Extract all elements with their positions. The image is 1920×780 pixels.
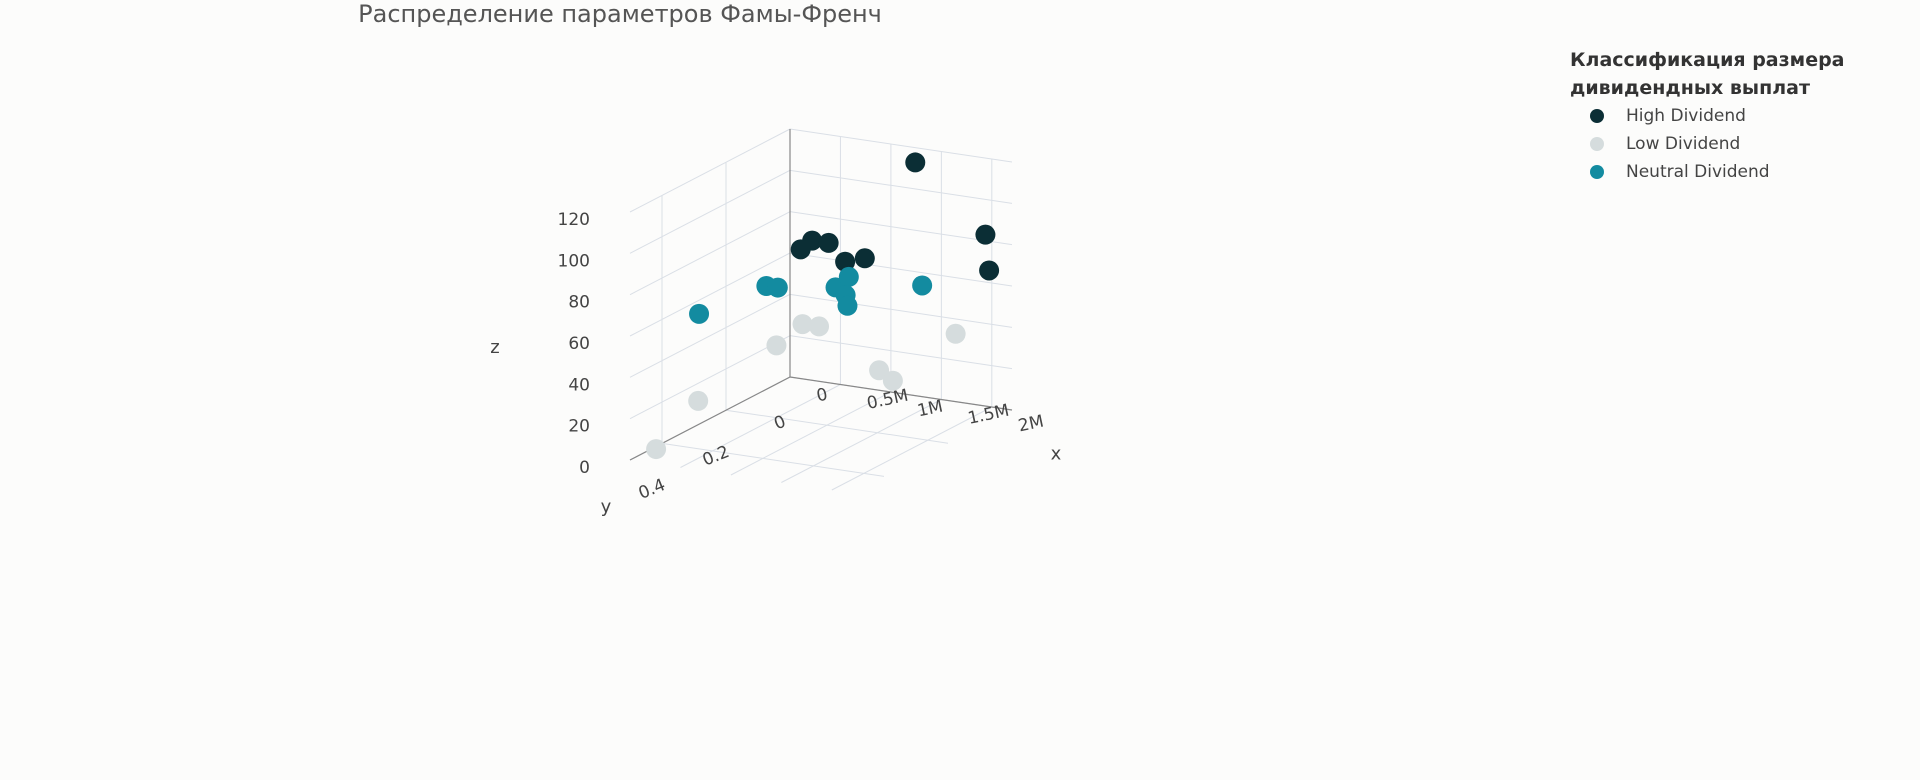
z-tick-label: 40 bbox=[568, 375, 590, 395]
grid-line-y bbox=[725, 409, 949, 444]
z-tick-label: 0 bbox=[579, 458, 590, 478]
z-axis-title: z bbox=[490, 337, 499, 358]
x-axis-title: x bbox=[1051, 443, 1062, 464]
z-tick-label: 60 bbox=[568, 334, 590, 354]
data-point-low-dividend[interactable] bbox=[792, 314, 813, 335]
data-point-high-dividend[interactable] bbox=[790, 239, 811, 260]
chart-title: Распределение параметров Фамы-Френч bbox=[358, 0, 882, 28]
grid-line-z bbox=[789, 335, 1013, 370]
grid-line-z bbox=[789, 128, 1013, 163]
grid-line-z bbox=[629, 293, 791, 378]
legend-title: Классификация размера дивидендных выплат bbox=[1570, 49, 1845, 99]
legend-swatch bbox=[1590, 109, 1604, 123]
data-point-neutral-dividend[interactable] bbox=[912, 275, 933, 296]
data-point-neutral-dividend[interactable] bbox=[689, 303, 710, 324]
grid-line-z bbox=[629, 128, 791, 213]
z-tick-label: 100 bbox=[558, 251, 590, 271]
axis-layer: 0 20 40 60 80 100 120 0 0.5M 1M 1.5M 2M 0 0.2 0.4 z x y bbox=[490, 129, 1062, 518]
data-point-low-dividend[interactable] bbox=[809, 316, 830, 337]
z-tick-label: 20 bbox=[568, 417, 590, 437]
grid-line-x bbox=[730, 391, 892, 476]
x-tick-label: 1M bbox=[916, 397, 945, 422]
grid-line-z bbox=[789, 169, 1013, 204]
z-tick-label: 80 bbox=[568, 293, 590, 313]
y-tick-label: 0.2 bbox=[700, 442, 733, 471]
grid-line-z bbox=[629, 169, 791, 254]
x-tick-label: 1.5M bbox=[966, 401, 1011, 429]
grid-line-x bbox=[831, 406, 993, 491]
legend-label: Low Dividend bbox=[1626, 134, 1741, 154]
data-point-high-dividend[interactable] bbox=[818, 232, 839, 253]
legend-swatch bbox=[1590, 165, 1604, 179]
data-point-neutral-dividend[interactable] bbox=[838, 266, 859, 287]
y-tick-label: 0.4 bbox=[636, 475, 669, 504]
z-tick-label: 120 bbox=[558, 210, 590, 230]
data-point-low-dividend[interactable] bbox=[766, 335, 787, 356]
grid-line-z bbox=[629, 252, 791, 337]
data-point-neutral-dividend[interactable] bbox=[837, 295, 858, 316]
legend: Классификация размера дивидендных выплат… bbox=[1570, 46, 1910, 186]
y-axis-title: y bbox=[601, 497, 612, 518]
grid-line-x bbox=[680, 384, 841, 468]
data-point-low-dividend[interactable] bbox=[945, 323, 966, 344]
data-point-high-dividend[interactable] bbox=[975, 224, 996, 245]
grid-line-z bbox=[789, 293, 1013, 328]
x-tick-label: 0.5M bbox=[865, 386, 910, 414]
legend-item-neutral-dividend[interactable]: Neutral Dividend bbox=[1570, 158, 1910, 186]
legend-label: Neutral Dividend bbox=[1626, 162, 1770, 182]
data-point-low-dividend[interactable] bbox=[869, 360, 890, 381]
data-point-high-dividend[interactable] bbox=[979, 260, 1000, 281]
data-point-low-dividend[interactable] bbox=[688, 390, 709, 411]
x-tick-label: 0 bbox=[815, 385, 830, 407]
grid-line-z bbox=[629, 335, 791, 420]
grid-layer bbox=[629, 128, 1013, 491]
data-point-high-dividend[interactable] bbox=[835, 251, 856, 272]
legend-items: High Dividend Low Dividend Neutral Dividen… bbox=[1570, 102, 1910, 186]
grid-line-y bbox=[661, 442, 885, 477]
grid-line-z bbox=[789, 211, 1013, 246]
data-point-low-dividend[interactable] bbox=[882, 370, 903, 391]
legend-item-high-dividend[interactable]: High Dividend bbox=[1570, 102, 1910, 130]
x-axis-line bbox=[789, 376, 1013, 411]
data-point-high-dividend[interactable] bbox=[854, 248, 875, 269]
grid-line-x bbox=[781, 399, 942, 483]
legend-item-low-dividend[interactable]: Low Dividend bbox=[1570, 130, 1910, 158]
y-tick-label: 0 bbox=[771, 412, 789, 435]
data-point-low-dividend[interactable] bbox=[646, 439, 667, 460]
grid-line-z bbox=[629, 211, 791, 296]
legend-swatch bbox=[1590, 137, 1604, 151]
x-tick-label: 2M bbox=[1017, 412, 1046, 437]
data-point-high-dividend[interactable] bbox=[905, 152, 926, 173]
grid-line-z bbox=[789, 252, 1013, 287]
points-layer bbox=[646, 152, 1000, 460]
data-point-neutral-dividend[interactable] bbox=[767, 277, 788, 298]
legend-label: High Dividend bbox=[1626, 106, 1746, 126]
